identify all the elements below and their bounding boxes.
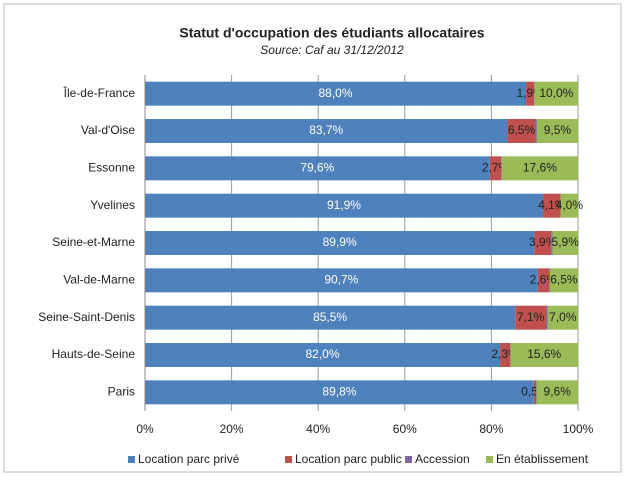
y-tick-label: Paris (108, 385, 135, 399)
bar-segment (145, 305, 516, 330)
x-tick-label: 100% (563, 422, 594, 436)
data-label: 89,8% (322, 385, 356, 399)
legend-swatch (405, 456, 412, 463)
chart-title: Statut d'occupation des étudiants alloca… (179, 25, 484, 41)
data-label: 4,0% (556, 198, 584, 212)
bar-segment (145, 119, 508, 143)
bar-segment (533, 380, 536, 405)
bar-segment (145, 380, 534, 405)
y-tick-label: Île-de-France (63, 85, 136, 100)
y-tick-label: Hauts-de-Seine (52, 347, 136, 361)
bar-segment (560, 193, 578, 218)
x-tick-label: 40% (306, 422, 330, 436)
bar-segment (537, 268, 549, 293)
data-label: 79,6% (300, 161, 334, 175)
data-label: 90,7% (324, 273, 358, 287)
legend-label: Location parc public (295, 452, 402, 466)
y-tick-label: Val-d'Oise (81, 123, 135, 137)
data-label: 6,5% (550, 273, 578, 287)
bar-segment (501, 156, 578, 181)
data-label: 17,6% (523, 161, 557, 175)
y-tick-label: Seine-Saint-Denis (38, 310, 135, 324)
legend-swatch (128, 456, 135, 463)
bar-segment (507, 119, 536, 143)
legend-label: Location parc privé (138, 452, 240, 466)
data-label: 4,1% (538, 198, 566, 212)
data-label: 10,0% (539, 86, 573, 100)
bar-segment (515, 305, 546, 330)
bar-segment (552, 231, 578, 255)
bar-segment (549, 268, 578, 293)
bar-segment (489, 156, 502, 181)
x-tick-label: 80% (479, 422, 503, 436)
y-tick-label: Seine-et-Marne (52, 235, 135, 249)
data-label: 88,0% (319, 86, 353, 100)
data-label: 3,9% (529, 235, 557, 249)
x-tick-label: 60% (393, 422, 417, 436)
data-label: 85,5% (313, 310, 347, 324)
data-label: 7,1% (517, 310, 545, 324)
data-label: 5,9% (552, 235, 580, 249)
bar-segment (510, 343, 578, 367)
bar-segment (145, 268, 538, 293)
x-tick-label: 0% (136, 422, 154, 436)
bar-segment (542, 193, 561, 218)
legend-label: Accession (415, 452, 470, 466)
data-label: 7,0% (549, 310, 577, 324)
legend-swatch (486, 456, 493, 463)
data-label: 15,6% (527, 347, 561, 361)
data-label: 82,0% (306, 347, 340, 361)
y-tick-label: Yvelines (90, 198, 135, 212)
x-tick-label: 20% (220, 422, 244, 436)
legend-swatch (285, 456, 292, 463)
data-label: 9,5% (544, 123, 572, 137)
y-tick-label: Val-de-Marne (63, 273, 135, 287)
bar-segment (551, 231, 553, 255)
chart-subtitle: Source: Caf au 31/12/2012 (260, 43, 404, 57)
bar-segment (547, 305, 578, 330)
bar-segment (500, 343, 511, 367)
bar-segment (145, 343, 501, 367)
bar-segment (534, 81, 578, 106)
data-label: 9,6% (544, 385, 572, 399)
data-label: 83,7% (309, 123, 343, 137)
bar-segment (536, 119, 578, 143)
legend-label: En établissement (496, 452, 589, 466)
bar-segment (145, 81, 527, 106)
y-tick-label: Essonne (88, 161, 135, 175)
bar-segment (548, 268, 550, 293)
bar-segment (145, 156, 490, 181)
bar-segment (536, 380, 578, 405)
bar-segment (534, 231, 552, 255)
bar-segment (545, 305, 548, 330)
bar-segment (145, 193, 543, 218)
bar-segment (535, 119, 537, 143)
bar-segment (526, 81, 535, 106)
bar-segment (145, 231, 535, 255)
data-label: 89,9% (323, 235, 357, 249)
data-label: 91,9% (327, 198, 361, 212)
data-label: 6,5% (508, 123, 536, 137)
